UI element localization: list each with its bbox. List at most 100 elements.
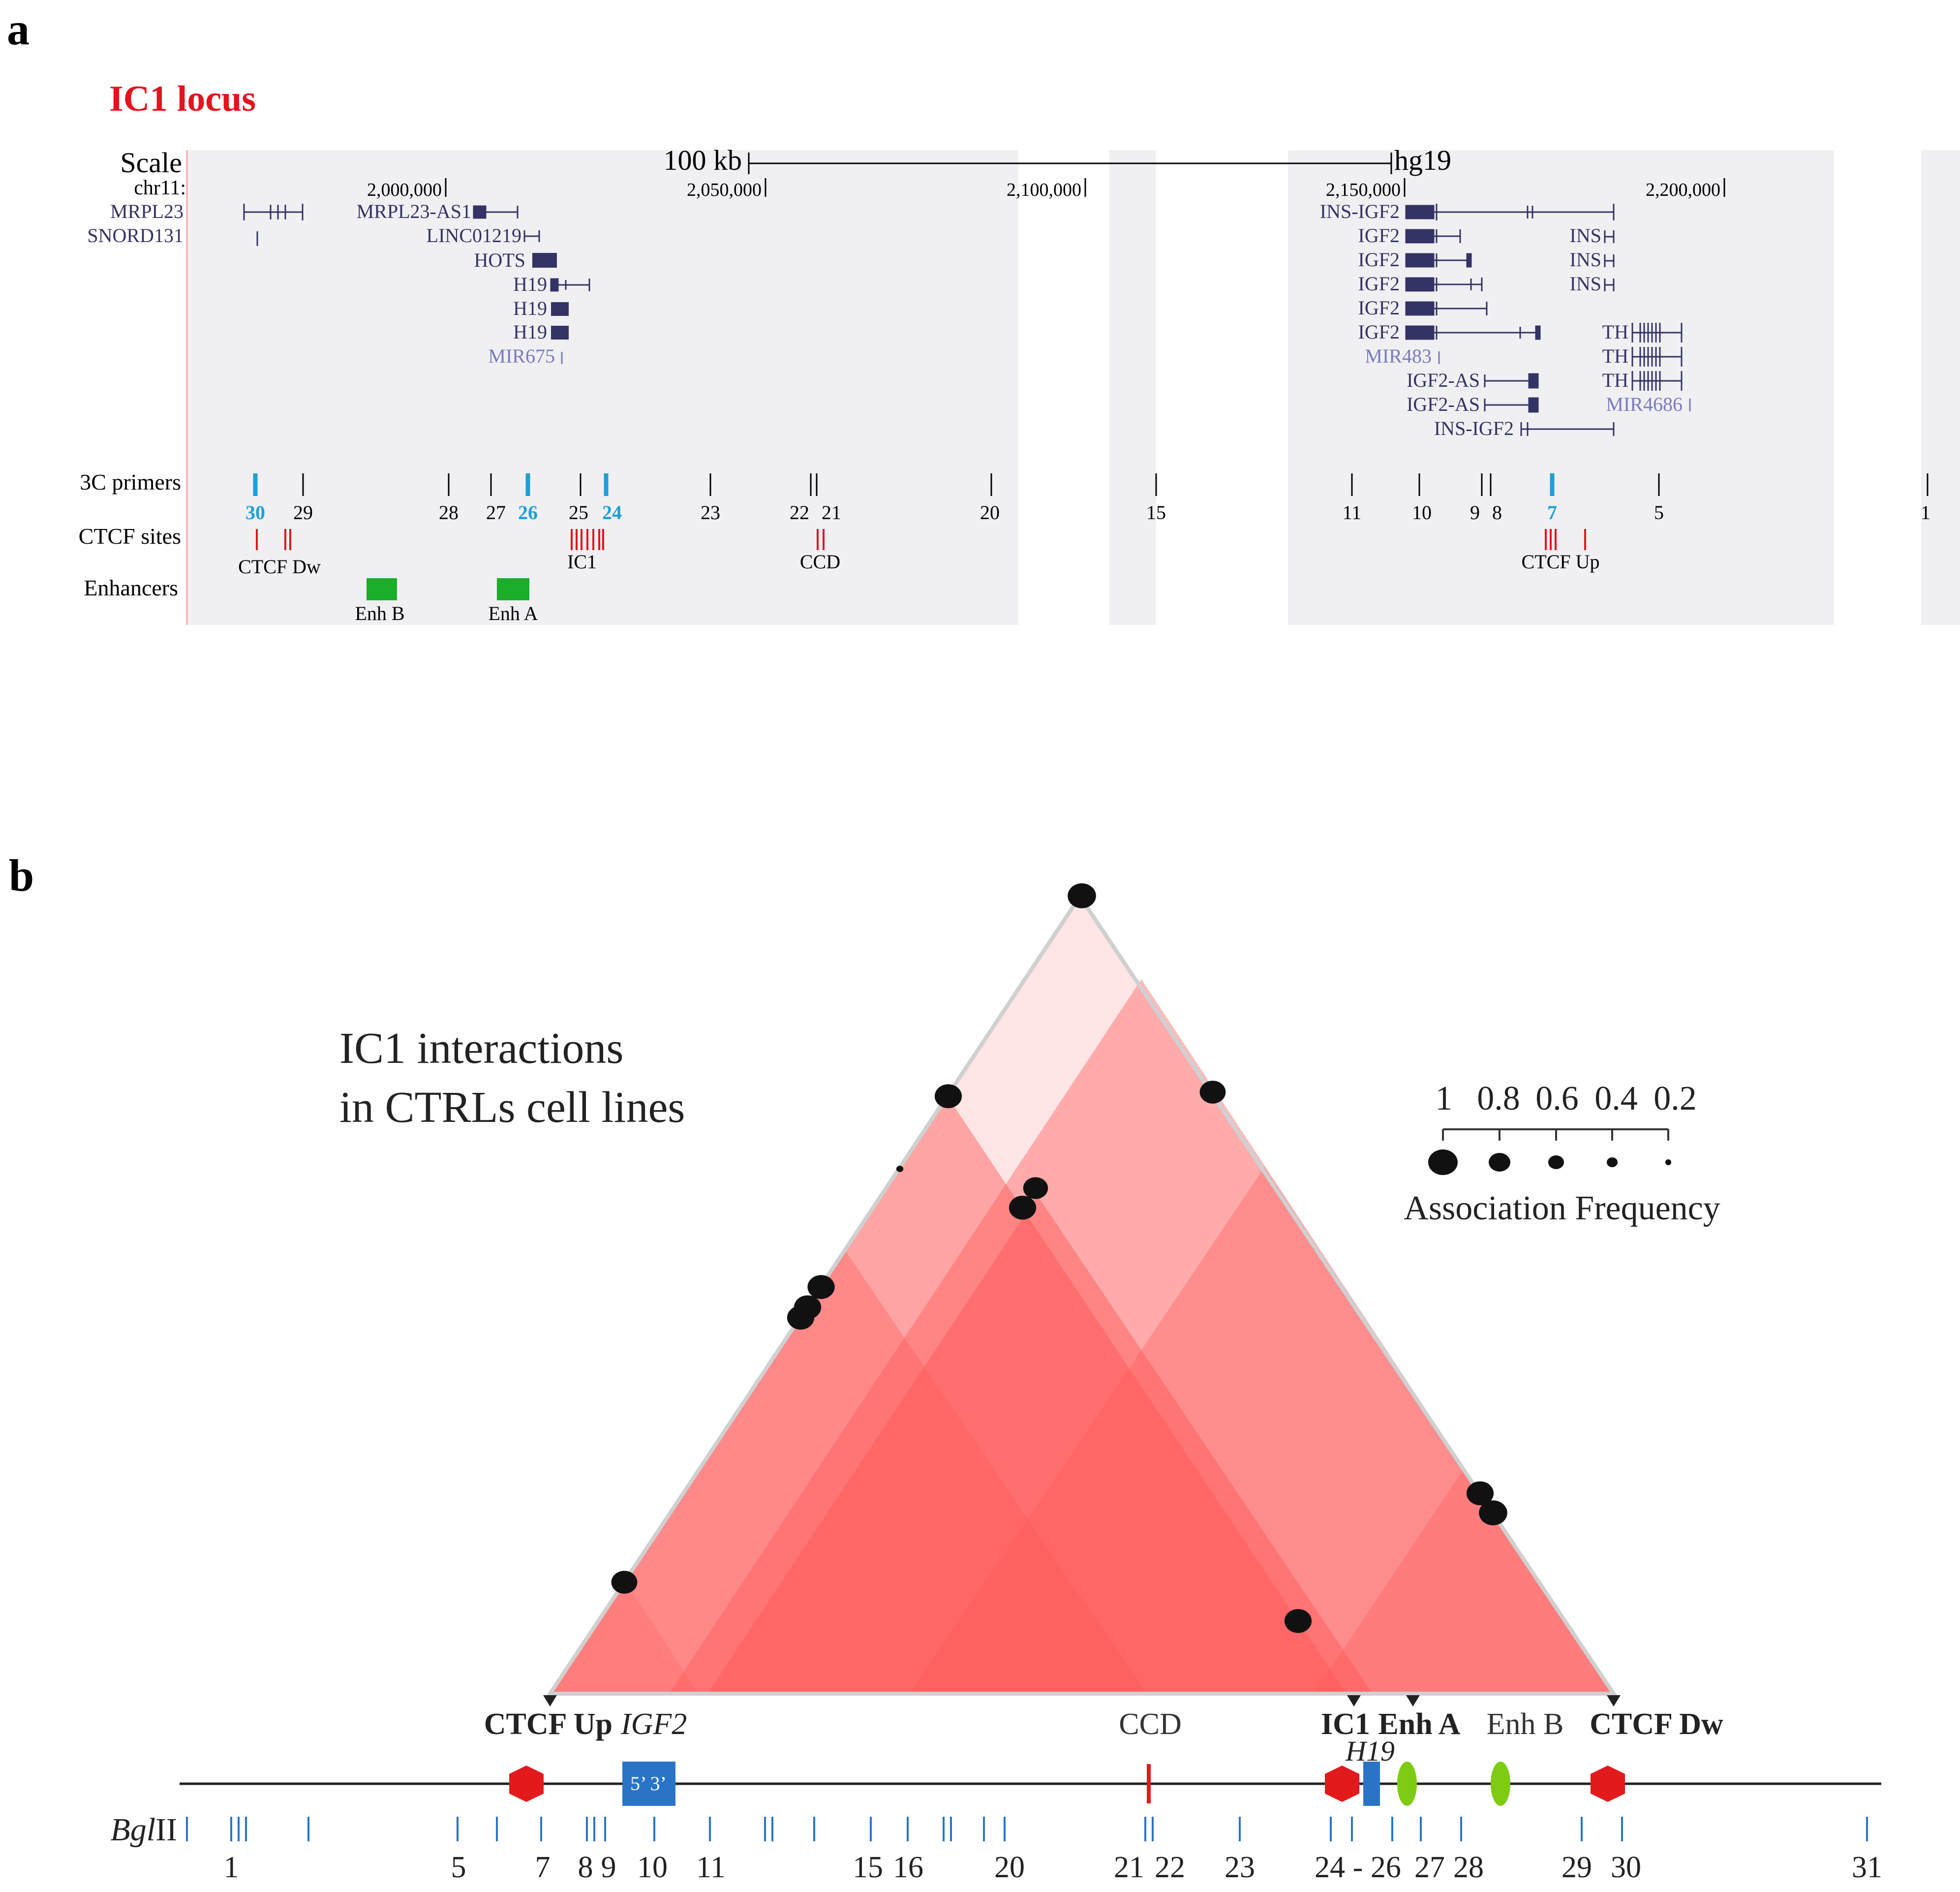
gene-model [523, 230, 540, 242]
track-label-ctcf: CTCF sites [79, 524, 181, 549]
gene-label: TH [1602, 369, 1628, 391]
interaction-points [611, 883, 1507, 1633]
anchor-markers [543, 1695, 1621, 1706]
primer-label: 7 [1547, 501, 1557, 524]
primer-label: 24 [602, 501, 622, 524]
legend-dot [1428, 1149, 1458, 1175]
ctcf-site-marks [256, 529, 1586, 550]
legend-dot [1665, 1159, 1671, 1165]
fragment-label: 11 [696, 1851, 726, 1884]
gene-label: MIR483 [1365, 345, 1432, 367]
interaction-point [1199, 1081, 1226, 1104]
gene-label: H19 [513, 321, 547, 343]
interaction-point [1466, 1481, 1494, 1506]
chrom-label: chr11: [134, 177, 186, 199]
interaction-band [550, 1250, 1146, 1694]
interaction-point [896, 1166, 904, 1172]
fragment-label: 5 [451, 1851, 466, 1884]
enzyme-label-italic: Bgl [110, 1812, 155, 1848]
anchor-label-enh-a: Enh A [1378, 1707, 1460, 1741]
gene-label: MRPL23 [110, 200, 184, 222]
ccd-mark [1147, 1764, 1151, 1803]
enhancer-label: Enh B [355, 602, 404, 624]
ctcf-label: CCD [800, 551, 840, 573]
fragment-label: 27 [1414, 1851, 1445, 1884]
enhancer-label: Enh A [488, 602, 538, 624]
anchor-label-ctcf-dw: CTCF Dw [1590, 1707, 1723, 1741]
interaction-band [669, 979, 1614, 1694]
interaction-point [807, 1275, 835, 1299]
primer-ticks [253, 473, 1929, 496]
interaction-point [1479, 1500, 1507, 1525]
interaction-point [1068, 883, 1096, 908]
enzyme-label-rest: II [155, 1812, 177, 1848]
panel-a-label: a [7, 4, 30, 54]
primer-label: 26 [518, 501, 538, 524]
gene-label: IGF2 [1358, 248, 1400, 271]
gene-label: INS-IGF2 [1320, 200, 1400, 222]
gene-model [551, 326, 569, 340]
fragment-label: 20 [994, 1851, 1025, 1884]
primer-label: 10 [1412, 501, 1432, 524]
ctcf-label: CTCF Dw [238, 556, 321, 578]
panel-b-label: b [9, 850, 34, 900]
gene-label: IGF2 [1358, 273, 1400, 295]
primer-label: 22 [790, 501, 809, 524]
interaction-band [550, 1097, 1347, 1694]
gene-label: IGF2-AS [1407, 393, 1480, 415]
h19-gene-box [1363, 1762, 1380, 1806]
legend-value: 0.8 [1477, 1080, 1520, 1117]
gene-label: MIR675 [488, 345, 555, 367]
legend-dot [1607, 1157, 1618, 1167]
enzyme-label: BglII [110, 1812, 177, 1848]
ctcf-hexagon-up [509, 1766, 544, 1802]
primer-label: 30 [245, 501, 265, 524]
gene-label: IGF2 [1358, 321, 1400, 343]
primer-label: 29 [293, 501, 313, 524]
gene-model [532, 253, 557, 268]
interaction-band [910, 1167, 1614, 1694]
gene-model [551, 302, 569, 316]
gene-label: HOTS [474, 249, 525, 271]
primer-label: 21 [822, 501, 841, 524]
interaction-point [611, 1571, 638, 1594]
interaction-band [1314, 1469, 1614, 1694]
panel-b-title-line2: in CTRLs cell lines [339, 1083, 685, 1132]
interaction-point [1023, 1177, 1048, 1199]
primer-label: 28 [439, 501, 459, 524]
gene-label: IGF2 [1358, 224, 1400, 247]
gene-model [1631, 347, 1683, 367]
gene-model [1631, 371, 1683, 391]
grey-region-2 [1109, 150, 1156, 625]
fragment-label: 7 [535, 1851, 551, 1884]
assembly-label: hg19 [1394, 144, 1451, 176]
legend-dot [1548, 1155, 1564, 1169]
fragment-label: 9 [601, 1851, 616, 1884]
coord-label: 2,000,000 [367, 180, 442, 200]
track-label-3c: 3C primers [80, 469, 181, 495]
gene-model [1484, 397, 1539, 413]
primer-label: 1 [1921, 501, 1930, 524]
primer-label: 8 [1492, 501, 1502, 524]
gene-label: INS-IGF2 [1434, 417, 1514, 439]
anchor-label-ccd: CCD [1119, 1707, 1181, 1741]
gene-label: INS [1570, 248, 1601, 271]
fragment-label: 29 [1562, 1851, 1592, 1884]
anchor-label-enh-b: Enh B [1487, 1707, 1564, 1741]
gene-label: LINC01219 [427, 224, 521, 247]
bglii-sites [186, 1817, 1868, 1841]
gene-label: H19 [513, 273, 547, 295]
fragment-label: 31 [1852, 1851, 1882, 1884]
enhancer-b [367, 578, 397, 600]
gene-label: H19 [513, 297, 547, 319]
gene-model [1405, 253, 1472, 268]
ctcf-label: IC1 [567, 551, 597, 573]
grey-region-3 [1288, 150, 1834, 625]
gene-model [550, 278, 590, 292]
gene-model [1405, 277, 1483, 292]
interaction-triangle [546, 893, 1618, 1696]
fragment-label: 1 [224, 1851, 239, 1884]
frequency-legend: 1 0.8 0.6 0.4 0.2 Association Frequency [1404, 1080, 1720, 1227]
legend-value: 0.2 [1654, 1080, 1697, 1117]
